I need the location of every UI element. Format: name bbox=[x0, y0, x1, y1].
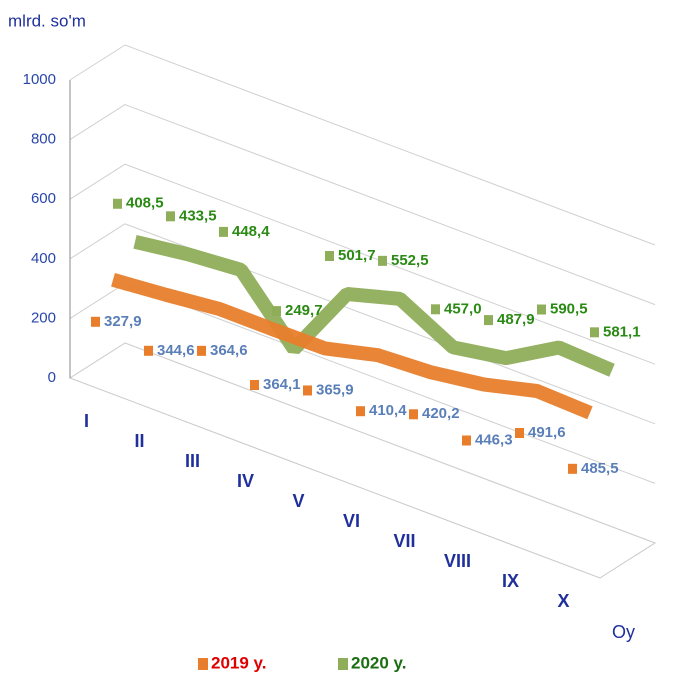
data-label: 485,5 bbox=[581, 460, 619, 477]
y-tick-label: 800 bbox=[31, 131, 56, 148]
data-label: 552,5 bbox=[391, 252, 429, 269]
label-marker bbox=[515, 428, 524, 439]
legend-swatch bbox=[338, 658, 348, 670]
grid-line bbox=[69, 44, 656, 246]
legend-label: 2020 y. bbox=[351, 653, 406, 672]
label-marker bbox=[484, 315, 493, 326]
x-tick-label: VII bbox=[393, 531, 415, 551]
data-label: 249,7 bbox=[285, 302, 323, 319]
grid-line bbox=[69, 342, 656, 544]
label-marker bbox=[462, 435, 471, 446]
label-marker bbox=[272, 306, 281, 317]
label-marker bbox=[113, 198, 122, 209]
label-marker bbox=[144, 345, 153, 356]
data-label: 457,0 bbox=[444, 300, 482, 317]
label-marker bbox=[537, 304, 546, 315]
x-tick-label: IV bbox=[237, 471, 254, 491]
legend-swatch bbox=[198, 658, 208, 670]
y-axis-title: mlrd. so'm bbox=[8, 11, 86, 30]
x-tick-label: II bbox=[134, 431, 144, 451]
label-marker bbox=[325, 250, 334, 261]
label-marker bbox=[250, 379, 259, 390]
data-label: 410,4 bbox=[369, 402, 407, 419]
data-label: 408,5 bbox=[126, 195, 164, 212]
legend-label: 2019 y. bbox=[211, 653, 266, 672]
label-marker bbox=[409, 409, 418, 420]
x-tick-label: III bbox=[185, 451, 200, 471]
x-tick-label: X bbox=[557, 591, 569, 611]
data-label: 501,7 bbox=[338, 247, 376, 264]
data-label: 365,9 bbox=[316, 381, 354, 398]
y-tick-label: 1000 bbox=[23, 71, 56, 88]
data-label: 581,1 bbox=[603, 323, 641, 340]
data-label: 433,5 bbox=[179, 207, 217, 224]
label-marker bbox=[431, 304, 440, 315]
label-marker bbox=[590, 327, 599, 338]
data-label: 491,6 bbox=[528, 424, 566, 441]
y-tick-label: 400 bbox=[31, 250, 56, 267]
grid-line bbox=[69, 163, 656, 365]
data-label: 448,4 bbox=[232, 223, 270, 240]
x-tick-label: VI bbox=[343, 511, 360, 531]
y-tick-label: 200 bbox=[31, 309, 56, 326]
label-marker bbox=[356, 406, 365, 417]
label-marker bbox=[303, 385, 312, 396]
y-tick-label: 600 bbox=[31, 190, 56, 207]
x-tick-label: IX bbox=[502, 571, 519, 591]
data-label: 420,2 bbox=[422, 405, 460, 422]
data-label: 487,9 bbox=[497, 311, 535, 328]
grid-line bbox=[69, 104, 656, 306]
label-marker bbox=[197, 345, 206, 356]
data-label: 327,9 bbox=[104, 313, 142, 330]
label-marker bbox=[378, 255, 387, 266]
ribbon bbox=[133, 234, 615, 377]
data-label: 364,1 bbox=[263, 376, 301, 393]
floor bbox=[68, 342, 657, 579]
label-marker bbox=[91, 316, 100, 327]
ribbon bbox=[111, 273, 593, 420]
data-label: 590,5 bbox=[550, 300, 588, 317]
x-tick-label: V bbox=[292, 491, 304, 511]
x-tick-label: I bbox=[84, 411, 89, 431]
x-tick-label: VIII bbox=[444, 551, 471, 571]
label-marker bbox=[568, 463, 577, 474]
label-marker bbox=[219, 226, 228, 237]
x-axis-title: Oy bbox=[612, 622, 635, 642]
data-label: 446,3 bbox=[475, 431, 513, 448]
y-tick-label: 0 bbox=[48, 369, 56, 386]
data-label: 364,6 bbox=[210, 342, 248, 359]
label-marker bbox=[166, 211, 175, 222]
data-label: 344,6 bbox=[157, 342, 195, 359]
